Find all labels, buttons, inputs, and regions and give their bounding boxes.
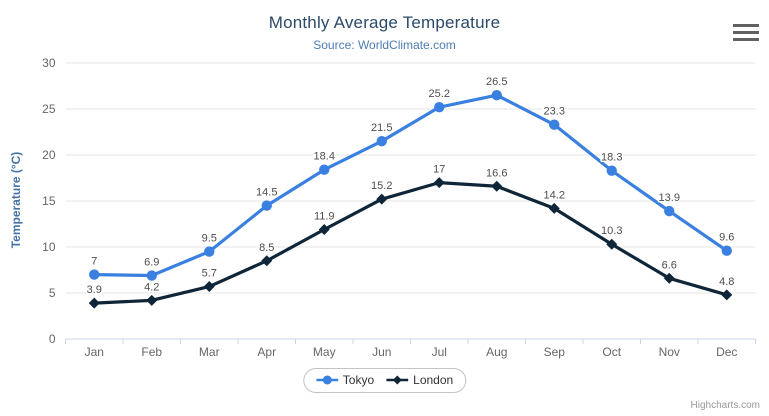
data-label-tokyo-aug: 26.5	[486, 76, 507, 88]
legend-label-tokyo: Tokyo	[342, 373, 375, 387]
marker-london-may[interactable]	[318, 224, 330, 236]
hamburger-bar	[733, 31, 759, 34]
marker-london-jul[interactable]	[433, 177, 445, 189]
data-label-tokyo-mar: 9.5	[202, 233, 217, 245]
marker-tokyo-nov[interactable]	[664, 205, 675, 217]
marker-london-mar[interactable]	[203, 281, 215, 293]
hamburger-bar	[733, 24, 759, 27]
data-label-london-jun: 15.2	[371, 180, 392, 192]
data-label-london-oct: 10.3	[601, 225, 622, 237]
data-label-london-nov: 6.6	[662, 259, 677, 271]
credits-link[interactable]: Highcharts.com	[690, 400, 760, 411]
series-line-tokyo	[92, 93, 729, 278]
data-label-london-jan: 3.9	[87, 284, 102, 296]
marker-london-feb[interactable]	[146, 294, 158, 306]
data-label-london-sep: 14.2	[544, 189, 565, 201]
data-label-tokyo-jul: 25.2	[429, 88, 450, 100]
data-label-london-mar: 5.7	[202, 268, 217, 280]
series-line-london	[92, 181, 729, 305]
x-axis-label-may: May	[313, 345, 336, 359]
hamburger-bar	[733, 38, 759, 41]
y-axis-label-20: 20	[42, 148, 56, 162]
legend-marker-london	[386, 375, 409, 385]
marker-london-oct[interactable]	[606, 238, 618, 250]
chart-title: Monthly Average Temperature	[268, 13, 501, 32]
y-axis-label-5: 5	[49, 286, 56, 300]
data-label-london-may: 11.9	[314, 211, 335, 223]
data-label-london-dec: 4.8	[719, 276, 734, 288]
x-axis-label-nov: Nov	[659, 345, 680, 359]
marker-london-sep[interactable]	[548, 202, 560, 214]
x-axis-label-dec: Dec	[716, 345, 737, 359]
marker-tokyo-may[interactable]	[319, 164, 330, 175]
marker-tokyo-oct[interactable]	[606, 165, 617, 176]
marker-tokyo-jun[interactable]	[376, 136, 387, 147]
data-label-tokyo-jan: 7	[91, 256, 97, 268]
data-label-london-apr: 8.5	[259, 242, 274, 254]
marker-london-aug[interactable]	[491, 180, 503, 192]
x-axis-label-jan: Jan	[85, 345, 104, 359]
x-axis-label-sep: Sep	[544, 345, 566, 359]
marker-tokyo-jan[interactable]	[89, 269, 100, 280]
data-label-tokyo-feb: 6.9	[144, 257, 159, 269]
x-axis-label-oct: Oct	[602, 345, 621, 359]
marker-tokyo-apr[interactable]	[261, 200, 272, 211]
legend-item-tokyo[interactable]: Tokyo	[315, 373, 375, 387]
legend-item-london[interactable]: London	[386, 373, 453, 387]
x-axis-label-mar: Mar	[199, 345, 220, 359]
data-label-london-aug: 16.6	[486, 167, 507, 179]
legend-marker-tokyo	[315, 375, 338, 385]
data-label-london-feb: 4.2	[144, 281, 159, 293]
data-label-tokyo-dec: 9.6	[719, 232, 734, 244]
y-axis-label-25: 25	[42, 102, 56, 116]
marker-tokyo-sep[interactable]	[549, 119, 560, 130]
y-axis-label-0: 0	[49, 332, 56, 346]
hamburger-menu-icon[interactable]	[733, 22, 759, 44]
data-label-tokyo-nov: 13.9	[659, 192, 680, 204]
marker-london-nov[interactable]	[663, 272, 675, 284]
marker-london-dec[interactable]	[721, 289, 733, 301]
marker-tokyo-aug[interactable]	[491, 90, 502, 101]
x-axis-label-jul: Jul	[432, 345, 447, 359]
legend: Tokyo London	[302, 368, 467, 393]
data-label-tokyo-may: 18.4	[314, 151, 335, 163]
legend-label-london: London	[413, 373, 454, 387]
x-axis-label-aug: Aug	[486, 345, 507, 359]
marker-london-apr[interactable]	[261, 255, 273, 267]
data-label-tokyo-apr: 14.5	[256, 187, 277, 199]
data-label-tokyo-oct: 18.3	[601, 152, 622, 164]
x-axis-label-apr: Apr	[257, 345, 276, 359]
data-label-tokyo-jun: 21.5	[371, 122, 392, 134]
y-axis-label-10: 10	[42, 240, 56, 254]
y-axis-label-15: 15	[42, 194, 56, 208]
marker-tokyo-jul[interactable]	[434, 101, 445, 113]
marker-london-jan[interactable]	[88, 297, 100, 309]
marker-london-jun[interactable]	[376, 193, 388, 205]
marker-tokyo-feb[interactable]	[146, 270, 157, 281]
marker-tokyo-mar[interactable]	[204, 246, 215, 257]
marker-tokyo-dec[interactable]	[721, 245, 732, 256]
chart-subtitle: Source: WorldClimate.com	[313, 38, 456, 52]
data-label-london-jul: 17	[433, 164, 445, 176]
x-axis-label-feb: Feb	[141, 345, 162, 359]
data-label-tokyo-sep: 23.3	[544, 106, 565, 118]
x-axis-label-jun: Jun	[372, 345, 391, 359]
y-axis-label-30: 30	[42, 56, 56, 70]
